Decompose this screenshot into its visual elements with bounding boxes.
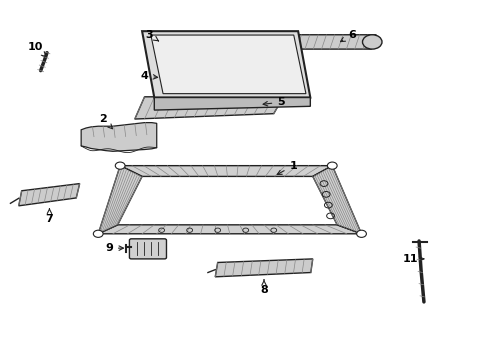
Polygon shape [142, 31, 310, 98]
Polygon shape [98, 166, 142, 234]
Text: 6: 6 [340, 30, 355, 42]
Polygon shape [312, 166, 361, 234]
Polygon shape [120, 166, 331, 176]
Polygon shape [135, 97, 283, 119]
Text: 4: 4 [141, 71, 157, 81]
Polygon shape [154, 98, 310, 110]
Polygon shape [151, 35, 305, 94]
Circle shape [93, 230, 103, 237]
Text: 9: 9 [105, 243, 123, 253]
Text: 11: 11 [402, 254, 423, 264]
Polygon shape [288, 35, 375, 49]
Text: 8: 8 [260, 280, 267, 296]
Text: 3: 3 [145, 30, 158, 41]
Text: 7: 7 [45, 209, 53, 224]
Circle shape [327, 162, 336, 169]
Polygon shape [19, 184, 80, 206]
Polygon shape [81, 123, 157, 151]
Circle shape [362, 35, 381, 49]
Text: 2: 2 [99, 114, 112, 129]
Polygon shape [215, 259, 312, 277]
Text: 10: 10 [28, 42, 46, 57]
Text: 1: 1 [277, 161, 297, 175]
Circle shape [356, 230, 366, 237]
FancyBboxPatch shape [129, 239, 166, 259]
Polygon shape [98, 225, 361, 234]
Circle shape [115, 162, 125, 169]
Text: 5: 5 [263, 97, 285, 107]
